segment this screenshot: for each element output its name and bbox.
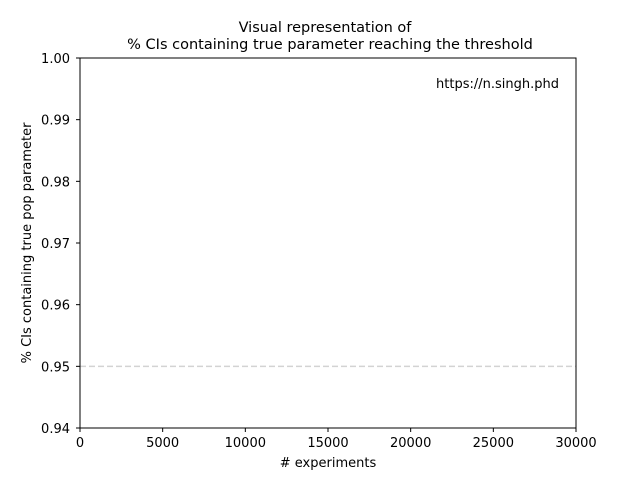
y-axis-ticks: 0.94 0.95 0.96 0.97 0.98 0.99 1.00 — [41, 52, 80, 437]
y-tick-label: 0.94 — [41, 422, 70, 437]
x-tick-label: 10000 — [225, 436, 266, 451]
x-tick-label: 30000 — [555, 436, 596, 451]
y-axis-label: % CIs containing true pop parameter — [20, 122, 35, 363]
y-tick-label: 0.95 — [41, 360, 70, 375]
y-tick-label: 0.98 — [41, 175, 70, 190]
y-tick-label: 1.00 — [41, 52, 70, 67]
x-tick-label: 0 — [76, 436, 84, 451]
x-axis-ticks: 0 5000 10000 15000 20000 25000 30000 — [76, 428, 597, 451]
plot-area-frame — [79, 57, 577, 429]
x-tick-label: 5000 — [146, 436, 179, 451]
y-tick-label: 0.99 — [41, 114, 70, 129]
watermark-annotation: https://n.singh.phd — [436, 77, 559, 92]
chart-title-line2: % CIs containing true parameter reaching… — [127, 37, 533, 53]
chart-title-line1: Visual representation of — [239, 20, 413, 36]
x-tick-label: 20000 — [390, 436, 431, 451]
x-tick-label: 25000 — [473, 436, 514, 451]
y-tick-label: 0.97 — [41, 237, 70, 252]
x-tick-label: 15000 — [307, 436, 348, 451]
y-tick-label: 0.96 — [41, 299, 70, 314]
x-axis-label: # experiments — [280, 456, 377, 471]
